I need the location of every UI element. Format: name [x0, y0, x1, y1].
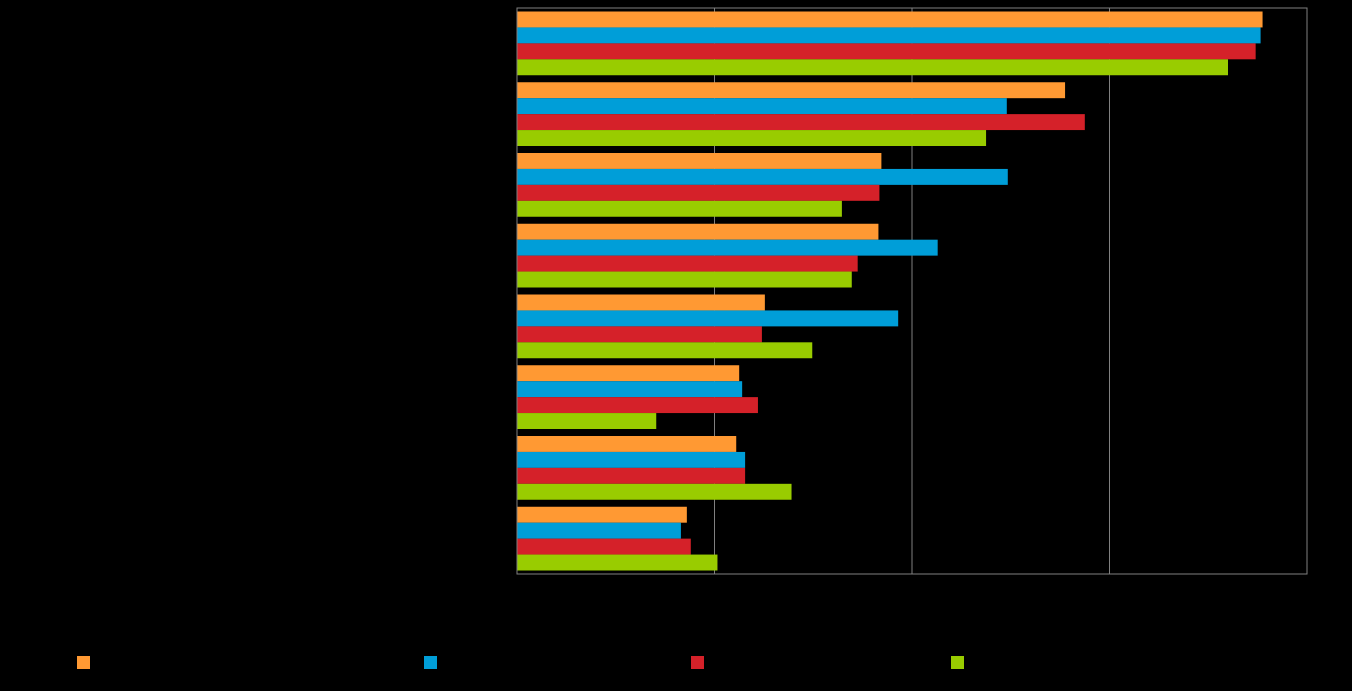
bar-c6-s3: [517, 483, 792, 500]
bar-c5-s2: [517, 397, 758, 414]
bar-c5-s1: [517, 381, 743, 398]
bar-c4-s0: [517, 294, 765, 311]
bar-c4-s2: [517, 326, 762, 343]
bar-c1-s0: [517, 82, 1066, 99]
bar-c0-s2: [517, 43, 1256, 60]
bar-c0-s3: [517, 59, 1228, 76]
bar-c1-s1: [517, 98, 1007, 115]
bar-c3-s2: [517, 255, 858, 272]
bar-c2-s0: [517, 153, 882, 169]
bar-c7-s1: [517, 522, 681, 539]
bar-c6-s2: [517, 467, 746, 484]
plot-border: [516, 7, 1308, 575]
bar-c7-s3: [517, 554, 718, 571]
bar-c2-s2: [517, 184, 880, 201]
bar-c0-s0: [517, 11, 1263, 28]
legend-swatch-0: [77, 656, 90, 669]
bar-c2-s3: [517, 200, 842, 217]
legend-swatch-3: [951, 656, 964, 669]
bar-c5-s3: [517, 413, 657, 429]
bar-c7-s2: [517, 538, 691, 555]
bar-c3-s1: [517, 239, 938, 256]
bar-c4-s1: [517, 310, 899, 327]
bar-c6-s0: [517, 436, 737, 452]
bar-c1-s2: [517, 114, 1085, 131]
bar-c3-s3: [517, 271, 852, 288]
bar-c2-s1: [517, 168, 1008, 185]
bar-c5-s0: [517, 365, 740, 382]
bar-c4-s3: [517, 342, 813, 359]
bar-c7-s0: [517, 506, 687, 523]
bar-c1-s3: [517, 130, 987, 146]
legend-swatch-1: [424, 656, 437, 669]
legend-swatch-2: [691, 656, 704, 669]
bar-c6-s1: [517, 451, 746, 468]
bar-c3-s0: [517, 223, 879, 240]
bar-c0-s1: [517, 27, 1261, 44]
